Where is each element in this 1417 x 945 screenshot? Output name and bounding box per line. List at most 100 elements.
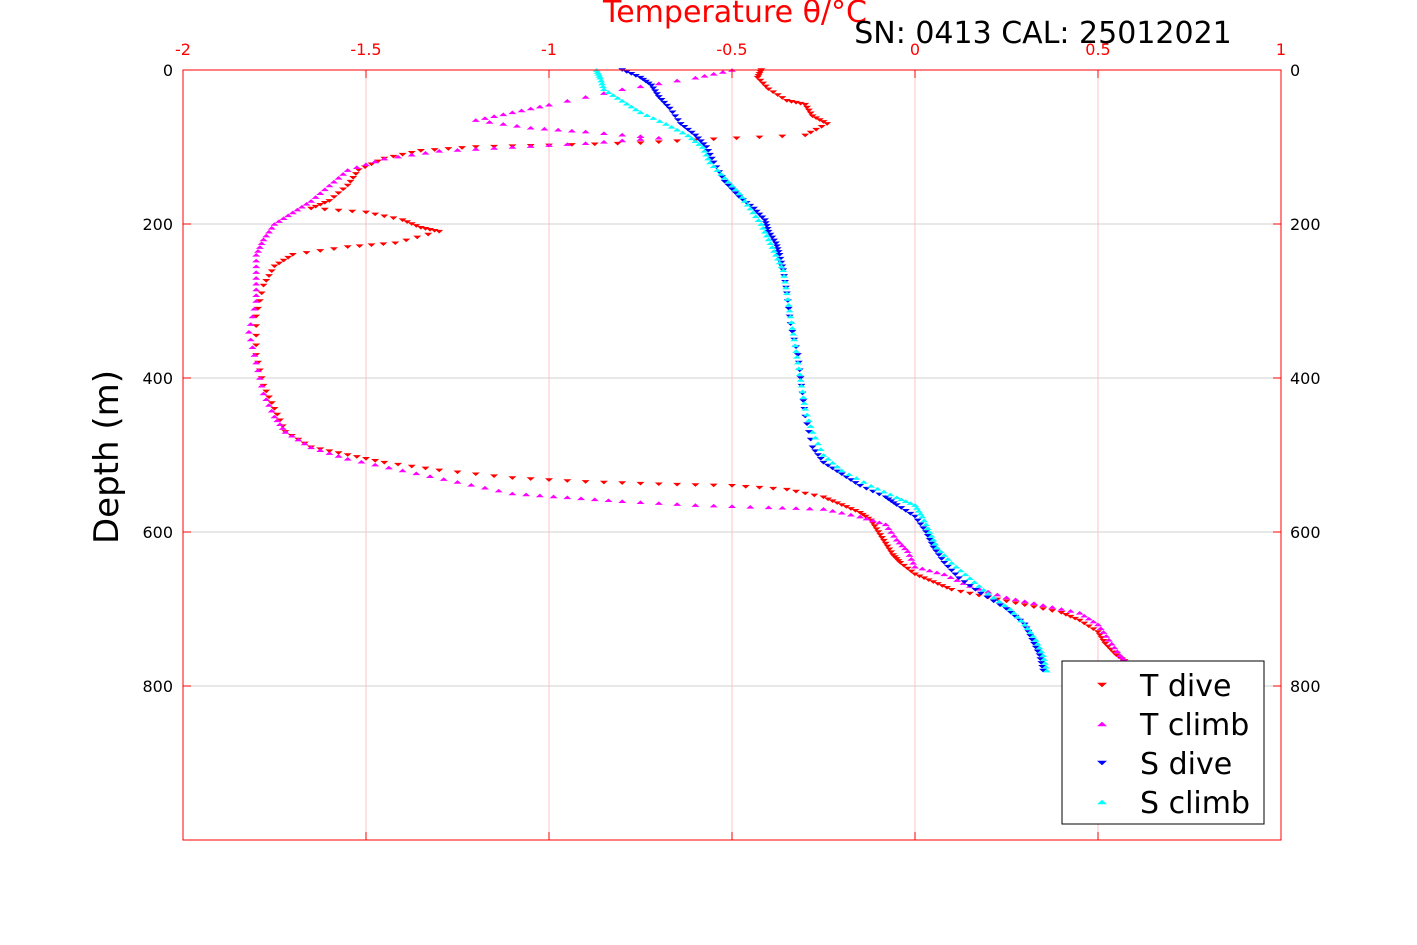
data-point bbox=[812, 127, 821, 132]
data-point bbox=[883, 544, 892, 549]
data-point bbox=[752, 209, 761, 214]
data-point bbox=[768, 235, 777, 240]
data-point bbox=[717, 172, 726, 176]
data-point bbox=[918, 514, 927, 519]
data-point bbox=[329, 247, 338, 251]
data-point bbox=[1039, 668, 1048, 673]
data-point bbox=[923, 534, 932, 538]
data-point bbox=[691, 503, 700, 507]
data-point bbox=[792, 349, 801, 353]
data-point bbox=[654, 95, 663, 99]
data-point bbox=[1094, 622, 1102, 627]
data-point bbox=[764, 229, 773, 234]
data-point bbox=[760, 218, 769, 222]
data-point bbox=[720, 179, 729, 184]
data-point bbox=[343, 453, 352, 457]
data-point bbox=[947, 561, 956, 565]
data-point bbox=[709, 72, 718, 76]
data-point bbox=[352, 455, 361, 459]
data-point bbox=[407, 464, 416, 469]
data-point bbox=[279, 258, 288, 263]
data-point bbox=[255, 245, 264, 249]
data-point bbox=[687, 130, 696, 135]
data-point bbox=[769, 486, 778, 491]
data-point bbox=[687, 136, 696, 141]
data-point bbox=[599, 131, 608, 135]
data-point bbox=[900, 563, 909, 568]
data-point bbox=[325, 199, 334, 203]
data-point bbox=[485, 120, 494, 124]
data-point bbox=[792, 100, 801, 105]
data-point bbox=[925, 530, 934, 534]
data-point bbox=[494, 488, 503, 493]
data-point bbox=[707, 156, 716, 161]
data-point bbox=[889, 534, 898, 538]
data-point bbox=[946, 575, 955, 580]
data-point bbox=[654, 501, 663, 505]
data-point bbox=[819, 495, 828, 500]
data-point bbox=[631, 73, 640, 78]
data-point bbox=[599, 480, 608, 485]
data-point bbox=[789, 331, 798, 336]
data-point bbox=[943, 564, 952, 569]
data-point bbox=[993, 592, 1002, 597]
data-point bbox=[508, 145, 517, 149]
y-axis-label: Depth (m) bbox=[87, 370, 127, 544]
data-point bbox=[490, 474, 499, 478]
legend-label: S dive bbox=[1140, 747, 1232, 782]
data-point bbox=[371, 458, 380, 463]
data-point bbox=[618, 132, 627, 137]
data-point bbox=[581, 480, 590, 484]
data-point bbox=[426, 474, 435, 478]
data-point bbox=[407, 152, 416, 157]
data-point bbox=[887, 499, 896, 503]
x-tick-label: -0.5 bbox=[716, 40, 747, 59]
data-point bbox=[380, 156, 389, 161]
data-point bbox=[965, 591, 974, 596]
data-point bbox=[1020, 603, 1029, 607]
data-point bbox=[951, 572, 960, 577]
data-point bbox=[278, 426, 287, 430]
data-point bbox=[709, 483, 718, 488]
data-point bbox=[248, 314, 257, 319]
data-point bbox=[755, 212, 764, 217]
data-point bbox=[1020, 622, 1029, 627]
data-point bbox=[862, 486, 871, 491]
data-point bbox=[671, 114, 680, 118]
data-point bbox=[407, 150, 416, 155]
data-point bbox=[952, 564, 961, 569]
data-point bbox=[1104, 644, 1113, 649]
data-point bbox=[691, 483, 700, 487]
data-point bbox=[262, 389, 271, 394]
data-point bbox=[1031, 638, 1040, 642]
data-point bbox=[892, 537, 901, 542]
data-point bbox=[662, 122, 671, 126]
data-point bbox=[1011, 597, 1020, 602]
data-point bbox=[724, 179, 733, 184]
data-point bbox=[293, 207, 302, 212]
data-point bbox=[270, 407, 279, 411]
data-point bbox=[678, 130, 687, 135]
data-point bbox=[343, 457, 352, 461]
data-point bbox=[803, 105, 812, 110]
data-point bbox=[252, 343, 261, 348]
data-point bbox=[833, 501, 842, 505]
data-point bbox=[817, 124, 826, 129]
data-point bbox=[740, 199, 749, 203]
data-point bbox=[252, 270, 261, 274]
data-point bbox=[567, 128, 576, 133]
data-point bbox=[316, 448, 325, 452]
data-point bbox=[421, 466, 430, 471]
data-point bbox=[971, 587, 980, 592]
data-point bbox=[842, 475, 851, 479]
data-point bbox=[728, 187, 736, 192]
data-point bbox=[932, 545, 941, 550]
data-point bbox=[1048, 609, 1057, 613]
data-point bbox=[1075, 611, 1084, 615]
data-point bbox=[302, 201, 311, 206]
data-point bbox=[695, 142, 704, 146]
data-point bbox=[590, 142, 599, 147]
data-point bbox=[874, 530, 883, 534]
data-point bbox=[526, 144, 535, 148]
data-point bbox=[859, 480, 868, 484]
